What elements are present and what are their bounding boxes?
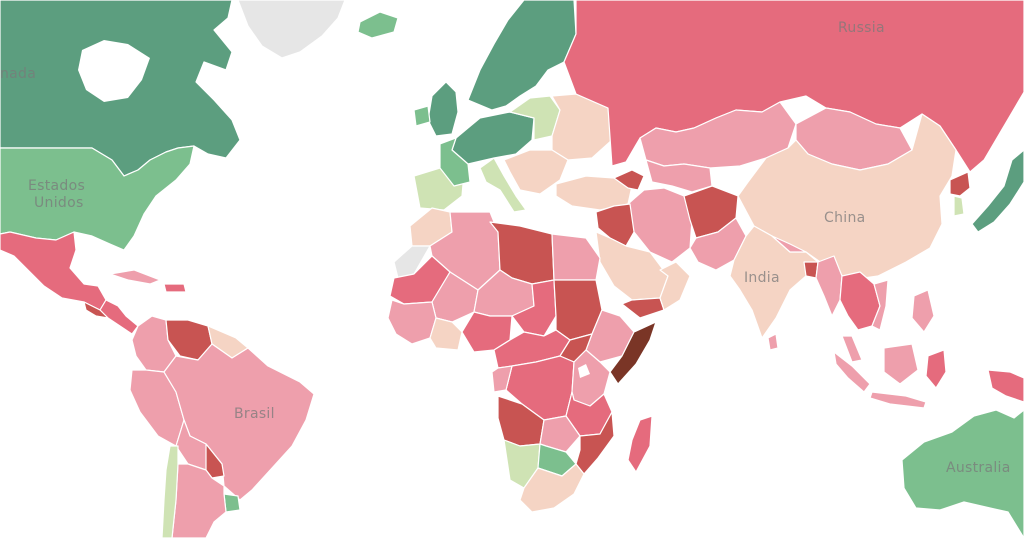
country-france[interactable]	[439, 137, 471, 187]
country-chile[interactable]	[161, 445, 179, 538]
country-nigeria[interactable]	[461, 311, 513, 353]
country-western-sahara[interactable]	[393, 245, 431, 279]
country-madagascar[interactable]	[627, 415, 653, 473]
country-australia[interactable]	[901, 409, 1024, 538]
country-somalia[interactable]	[609, 321, 657, 385]
country-mexico[interactable]	[0, 231, 107, 311]
label-russia: Russia	[838, 20, 885, 36]
country-papua[interactable]	[987, 369, 1024, 403]
hudson-bay	[78, 40, 150, 102]
country-nepal[interactable]	[771, 235, 807, 253]
country-gabon-congo[interactable]	[491, 365, 513, 393]
country-myanmar[interactable]	[815, 255, 843, 317]
country-egypt[interactable]	[551, 233, 601, 281]
label-india: India	[744, 270, 780, 286]
country-iran[interactable]	[627, 187, 693, 263]
country-oman-uae[interactable]	[659, 261, 691, 311]
country-iraq-syria[interactable]	[595, 203, 635, 247]
country-balkans[interactable]	[503, 149, 569, 195]
country-guatemala-honduras[interactable]	[83, 301, 109, 319]
country-indonesia-sumatra[interactable]	[833, 351, 871, 393]
country-sri-lanka[interactable]	[767, 333, 779, 351]
label-canada: nada	[0, 66, 36, 82]
lake-victoria	[578, 364, 590, 378]
label-australia: Australia	[946, 460, 1011, 476]
country-south-korea[interactable]	[953, 195, 965, 217]
country-italy[interactable]	[479, 157, 527, 213]
country-indonesia-java[interactable]	[869, 391, 927, 409]
country-caucasus[interactable]	[613, 169, 645, 191]
country-philippines[interactable]	[911, 289, 935, 333]
country-greenland[interactable]	[237, 0, 346, 59]
country-south-africa[interactable]	[519, 463, 585, 513]
label-usa-line1: Estados	[28, 178, 85, 194]
country-ghana-ivory[interactable]	[429, 317, 463, 351]
label-usa-line2: Unidos	[34, 195, 84, 211]
country-indonesia-borneo[interactable]	[883, 343, 919, 385]
label-brazil: Brasil	[234, 406, 275, 422]
country-north-korea[interactable]	[949, 171, 971, 197]
country-ireland[interactable]	[413, 105, 431, 127]
country-uruguay[interactable]	[223, 493, 241, 513]
country-paraguay[interactable]	[205, 443, 225, 479]
country-mozambique[interactable]	[575, 411, 615, 475]
country-cuba[interactable]	[109, 269, 161, 285]
label-china: China	[824, 210, 866, 226]
country-iceland[interactable]	[357, 11, 399, 39]
country-vietnam[interactable]	[871, 279, 889, 331]
country-haiti-dr[interactable]	[163, 283, 187, 293]
country-malaysia[interactable]	[841, 335, 863, 363]
country-indonesia-sulawesi[interactable]	[925, 349, 947, 389]
country-japan[interactable]	[971, 149, 1024, 233]
